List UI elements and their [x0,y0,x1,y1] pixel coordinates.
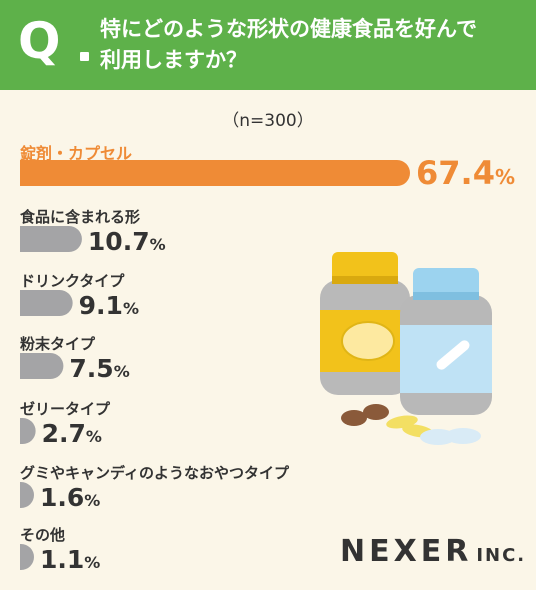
bar [20,290,73,316]
value-unit: % [84,553,100,572]
value-unit: % [114,362,130,381]
category-label: その他 [20,526,66,544]
blue-bottle [400,268,492,415]
bar [20,544,34,570]
category-label: 粉末タイプ [20,335,96,353]
value-unit: % [86,427,102,446]
value-label: 1.1% [40,545,100,574]
logo-main: NEXER [340,534,473,569]
bar [20,353,64,379]
value-unit: % [123,299,139,318]
category-label: 錠剤・カプセル [20,144,133,163]
value-label: 9.1% [79,291,139,320]
q-letter: Q [18,12,61,70]
q-dot [80,52,89,61]
bar [20,226,82,252]
question-line-2: 利用しますか？ [100,48,247,72]
category-label: 食品に含まれる形 [20,208,141,226]
bar [20,482,34,508]
question-text: 特にどのような形状の健康食品を好んで 利用しますか？ [100,14,520,76]
sample-size-label: （n=300） [222,111,314,131]
bar [20,418,36,444]
logo-suffix: INC. [476,545,527,566]
value-label: 67.4% [416,154,515,192]
category-label: ドリンクタイプ [20,272,125,290]
question-line-1: 特にどのような形状の健康食品を好んで [100,17,477,41]
category-label: グミやキャンディのようなおやつタイプ [20,464,289,482]
category-label: ゼリータイプ [20,400,111,418]
question-header: Q 特にどのような形状の健康食品を好んで 利用しますか？ [0,0,536,90]
bar [20,160,410,186]
value-label: 1.6% [40,483,100,512]
value-unit: % [150,235,166,254]
nexer-logo: NEXER INC. [340,534,526,569]
value-label: 10.7% [88,227,166,256]
value-label: 7.5% [69,354,129,383]
value-unit: % [495,165,515,189]
pills [341,404,481,445]
yellow-bottle [320,252,410,395]
value-label: 2.7% [42,419,102,448]
value-unit: % [84,491,100,510]
supplement-bottles-illustration [320,252,492,445]
